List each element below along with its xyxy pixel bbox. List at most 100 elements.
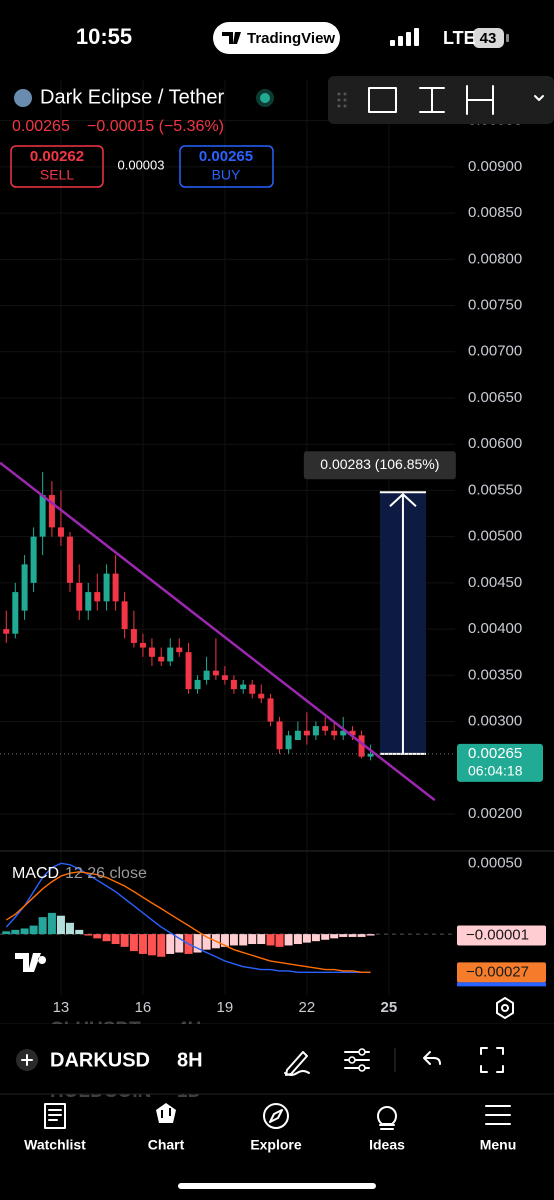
macd-marker-box bbox=[457, 925, 546, 946]
interval[interactable]: 8H bbox=[177, 1049, 203, 1071]
macd-histogram-bar bbox=[120, 934, 129, 947]
macd-histogram-bar bbox=[239, 934, 248, 946]
candle-body bbox=[203, 670, 210, 680]
tab-label[interactable]: Explore bbox=[250, 1137, 302, 1153]
last-price-box bbox=[457, 743, 543, 782]
fullscreen-icon[interactable] bbox=[480, 1047, 504, 1073]
candle-body bbox=[57, 527, 64, 537]
signal-line bbox=[5, 871, 371, 974]
macd-histogram-bar bbox=[29, 925, 38, 935]
macd-histogram-bar bbox=[311, 934, 320, 942]
signal-icon bbox=[390, 28, 419, 46]
candle-body bbox=[303, 730, 310, 736]
macd-histogram-bar bbox=[38, 917, 47, 935]
candle-body bbox=[267, 698, 274, 722]
x-tick-label: 19 bbox=[217, 999, 234, 1016]
tab-label[interactable]: Chart bbox=[148, 1137, 185, 1153]
app-pill bbox=[213, 22, 340, 54]
macd-histogram-bar bbox=[366, 934, 375, 936]
tab-label[interactable]: Menu bbox=[480, 1137, 517, 1153]
macd-histogram-bar bbox=[220, 934, 229, 947]
y-tick-label: 0.00400 bbox=[468, 620, 522, 637]
macd-histogram-bar bbox=[93, 934, 102, 939]
trend-line bbox=[0, 461, 436, 802]
explore-icon bbox=[263, 1103, 289, 1129]
candle-body bbox=[176, 647, 183, 653]
macd-histogram-bar bbox=[75, 929, 84, 935]
y-tick-label: 0.00900 bbox=[468, 158, 522, 175]
y-tick-label: 0.00600 bbox=[468, 435, 522, 452]
candle-body bbox=[185, 652, 192, 690]
candle-body bbox=[294, 730, 301, 740]
picker-mask bbox=[0, 1082, 554, 1094]
sell-label: SELL bbox=[40, 167, 74, 183]
battery bbox=[473, 28, 504, 48]
undo-icon[interactable] bbox=[423, 1051, 441, 1065]
macd-histogram-bar bbox=[257, 934, 266, 945]
macd-histogram-bar bbox=[330, 934, 339, 939]
macd-histogram-bar bbox=[157, 934, 166, 957]
buy-label: BUY bbox=[212, 167, 241, 183]
macd-histogram-bar bbox=[102, 934, 111, 942]
y-tick-label: 0.00850 bbox=[468, 204, 522, 221]
candle-body bbox=[39, 495, 46, 537]
x-tick-label: 25 bbox=[381, 999, 398, 1016]
indicator-knobs bbox=[348, 1048, 366, 1072]
macd-histogram-bar bbox=[65, 922, 74, 935]
spread: 0.00003 bbox=[118, 157, 165, 172]
tab-label[interactable]: Ideas bbox=[369, 1137, 405, 1153]
macd-histogram-bar bbox=[229, 934, 238, 946]
y-tick-label: 0.00650 bbox=[468, 389, 522, 406]
macd-histogram-bar bbox=[193, 934, 202, 953]
candle-body bbox=[285, 735, 292, 750]
macd-histogram-bar bbox=[357, 934, 366, 937]
last-price: 0.00265 bbox=[12, 118, 70, 135]
sell-price: 0.00262 bbox=[30, 148, 84, 165]
candle-body bbox=[21, 564, 28, 611]
macd-line-marker bbox=[457, 982, 546, 987]
candle-body bbox=[212, 670, 219, 676]
battery-tip bbox=[506, 34, 509, 42]
macd-histogram-bar bbox=[47, 912, 56, 935]
candle-body bbox=[230, 679, 237, 690]
candle-body bbox=[331, 730, 338, 736]
draw-icon[interactable] bbox=[284, 1051, 310, 1076]
macd-histogram-bar bbox=[166, 934, 175, 954]
candle-body bbox=[276, 721, 283, 750]
status-time: 10:55 bbox=[76, 24, 132, 49]
candle-body bbox=[194, 679, 201, 690]
y-tick-label: 0.00300 bbox=[468, 712, 522, 729]
explore-needle bbox=[269, 1109, 283, 1123]
menu-icon bbox=[485, 1105, 511, 1125]
chart-layer: 13161922250.009500.009000.008500.008000.… bbox=[0, 80, 546, 1016]
candle-body bbox=[148, 647, 155, 657]
macd-histogram-bar bbox=[147, 934, 156, 956]
macd-tick-label: 0.00050 bbox=[468, 854, 522, 871]
candle-body bbox=[76, 582, 83, 611]
candle-body bbox=[358, 735, 365, 757]
x-tick-label: 13 bbox=[53, 999, 70, 1016]
settings-icon[interactable] bbox=[496, 997, 514, 1019]
candle-body bbox=[3, 629, 10, 634]
macd-histogram-bar bbox=[275, 934, 284, 947]
x-tick-label: 16 bbox=[135, 999, 152, 1016]
y-tick-label: 0.00200 bbox=[468, 805, 522, 822]
macd-histogram-bar bbox=[20, 928, 29, 935]
macd-histogram-bar bbox=[293, 934, 302, 945]
sell-button[interactable] bbox=[10, 145, 104, 188]
candle-body bbox=[121, 601, 128, 630]
measure-label-box bbox=[303, 451, 456, 480]
candle-body bbox=[158, 656, 165, 662]
coin-logo bbox=[14, 89, 32, 107]
symbol[interactable]: DARKUSD bbox=[50, 1049, 150, 1071]
tab-label[interactable]: Watchlist bbox=[24, 1137, 86, 1153]
candle-body bbox=[130, 629, 137, 643]
buy-button[interactable] bbox=[179, 145, 274, 188]
candle-body bbox=[66, 536, 73, 583]
y-tick-label: 0.00700 bbox=[468, 343, 522, 360]
macd-histogram-bar bbox=[56, 915, 65, 935]
macd-histogram-bar bbox=[248, 934, 257, 945]
app-logo bbox=[222, 32, 241, 44]
macd-histogram-bar bbox=[284, 934, 293, 946]
